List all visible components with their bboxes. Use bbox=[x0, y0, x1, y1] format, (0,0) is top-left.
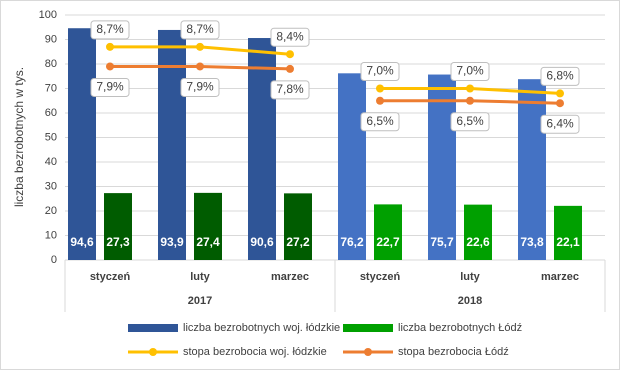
group-label: 2017 bbox=[188, 295, 212, 307]
bar bbox=[284, 193, 312, 260]
bar bbox=[338, 73, 366, 260]
group-label: 2018 bbox=[458, 295, 482, 307]
data-label: 7,8% bbox=[276, 82, 304, 96]
data-label: 8,7% bbox=[186, 22, 214, 36]
y-tick-label: 70 bbox=[45, 82, 57, 94]
bar bbox=[374, 204, 402, 260]
data-label: 6,4% bbox=[546, 116, 574, 130]
bar bbox=[104, 193, 132, 260]
line-marker bbox=[556, 89, 564, 98]
data-label-box bbox=[180, 77, 220, 97]
legend-swatch bbox=[343, 324, 393, 332]
y-axis-title: liczba bezrobotnych w tys. bbox=[12, 67, 26, 207]
data-label: 6,5% bbox=[366, 114, 394, 128]
bar-value-label: 27,3 bbox=[106, 235, 130, 249]
line-marker bbox=[196, 62, 204, 71]
bar-value-label: 75,7 bbox=[430, 235, 454, 249]
y-tick-label: 80 bbox=[45, 58, 57, 70]
line-marker bbox=[106, 62, 114, 71]
bar bbox=[248, 38, 276, 260]
bar-value-label: 90,6 bbox=[250, 235, 274, 249]
line-marker bbox=[286, 50, 294, 59]
data-label-box bbox=[90, 77, 130, 97]
y-tick-label: 10 bbox=[45, 229, 57, 241]
x-tick-label: styczeń bbox=[360, 271, 401, 283]
data-label-box bbox=[360, 112, 400, 132]
bar bbox=[428, 74, 456, 260]
bar bbox=[554, 205, 582, 260]
bar-value-label: 22,6 bbox=[466, 235, 490, 249]
data-label-box bbox=[540, 66, 580, 86]
data-label: 7,9% bbox=[186, 80, 214, 94]
bar-value-label: 27,4 bbox=[196, 235, 220, 249]
data-label-box bbox=[90, 20, 130, 40]
bar bbox=[68, 28, 96, 261]
legend-label: stopa bezrobocia woj. łódzkie bbox=[183, 346, 327, 358]
data-label-box bbox=[270, 80, 310, 100]
legend-label: stopa bezrobocia Łódź bbox=[398, 346, 509, 358]
x-tick-label: luty bbox=[460, 271, 480, 283]
x-tick-label: luty bbox=[190, 271, 210, 283]
x-tick-label: marzec bbox=[271, 271, 309, 283]
y-tick-label: 0 bbox=[51, 254, 57, 266]
line-marker bbox=[556, 99, 564, 108]
data-label: 7,9% bbox=[96, 80, 124, 94]
bar bbox=[464, 204, 492, 260]
data-label-box bbox=[450, 62, 490, 81]
bar-value-label: 22,7 bbox=[376, 235, 400, 249]
bar-value-label: 73,8 bbox=[520, 235, 544, 249]
line-marker bbox=[466, 96, 474, 105]
bar-value-label: 22,1 bbox=[556, 235, 580, 249]
x-tick-label: marzec bbox=[541, 271, 579, 283]
y-tick-label: 40 bbox=[45, 156, 57, 168]
bar-value-label: 27,2 bbox=[286, 235, 310, 249]
legend-swatch bbox=[149, 348, 157, 356]
line-marker bbox=[376, 84, 384, 93]
y-tick-label: 20 bbox=[45, 205, 57, 217]
line-marker bbox=[106, 42, 114, 51]
data-label: 6,8% bbox=[546, 69, 574, 83]
line-marker bbox=[376, 96, 384, 105]
data-label: 7,0% bbox=[456, 64, 484, 78]
y-tick-label: 60 bbox=[45, 107, 57, 119]
data-label-box bbox=[540, 114, 580, 134]
bar-value-label: 94,6 bbox=[70, 235, 94, 249]
data-label-box bbox=[270, 27, 310, 47]
legend-label: liczba bezrobotnych woj. łódzkie bbox=[183, 322, 340, 334]
legend-label: liczba bezrobotnych Łódź bbox=[398, 322, 522, 334]
data-label: 6,5% bbox=[456, 114, 484, 128]
data-label: 8,4% bbox=[276, 29, 304, 43]
y-tick-label: 50 bbox=[45, 131, 57, 143]
line-marker bbox=[196, 42, 204, 51]
legend-swatch bbox=[128, 324, 178, 332]
x-tick-label: styczeń bbox=[90, 271, 131, 283]
bar bbox=[194, 192, 222, 260]
data-label-box bbox=[180, 20, 220, 40]
data-label-box bbox=[450, 112, 490, 132]
line-marker bbox=[286, 64, 294, 73]
y-tick-label: 90 bbox=[45, 33, 57, 45]
bar-value-label: 93,9 bbox=[160, 235, 184, 249]
line-marker bbox=[466, 84, 474, 93]
bar-value-label: 76,2 bbox=[340, 235, 364, 249]
y-tick-label: 100 bbox=[39, 9, 57, 21]
legend-swatch bbox=[364, 348, 372, 356]
data-label-box bbox=[360, 62, 400, 81]
bar bbox=[518, 79, 546, 260]
data-label: 8,7% bbox=[96, 22, 124, 36]
bar bbox=[158, 29, 186, 260]
y-tick-label: 30 bbox=[45, 180, 57, 192]
data-label: 7,0% bbox=[366, 64, 394, 78]
